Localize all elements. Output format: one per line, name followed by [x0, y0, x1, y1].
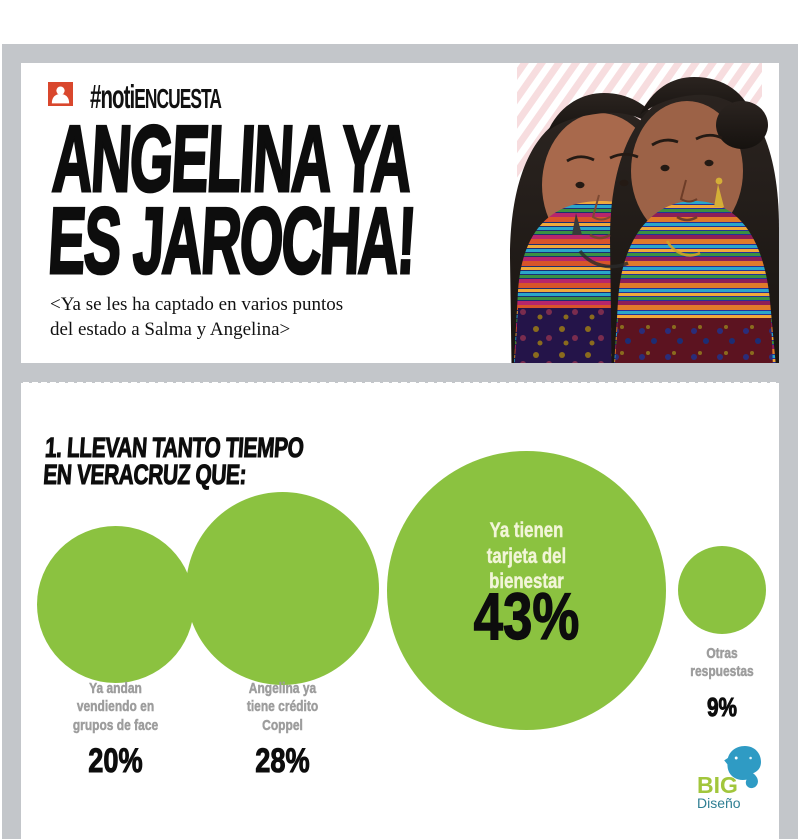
svg-text:Diseño: Diseño: [697, 795, 741, 810]
